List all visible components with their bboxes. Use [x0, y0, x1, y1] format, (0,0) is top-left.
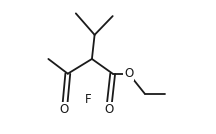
- Text: O: O: [124, 67, 133, 80]
- Text: F: F: [85, 93, 92, 106]
- Text: O: O: [104, 103, 113, 116]
- Text: O: O: [60, 103, 69, 116]
